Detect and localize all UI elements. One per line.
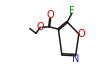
Text: O: O xyxy=(46,10,54,20)
Text: O: O xyxy=(37,22,44,32)
Text: O: O xyxy=(78,29,85,39)
Text: N: N xyxy=(72,54,79,64)
Text: F: F xyxy=(69,6,75,16)
